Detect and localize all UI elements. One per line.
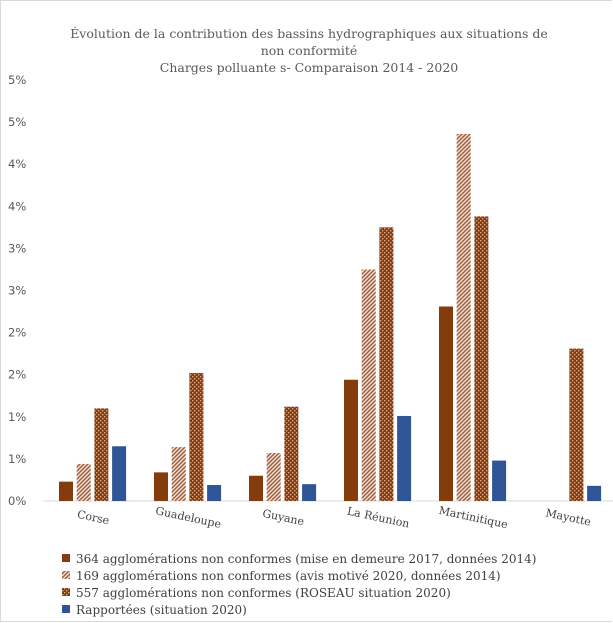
legend-label: 557 agglomérations non conformes (ROSEAU…: [76, 586, 451, 600]
x-tick-label: La Réunion: [346, 505, 411, 531]
bar-1-guyane: [249, 475, 263, 501]
legend: 364 agglomérations non conformes (mise e…: [62, 552, 536, 617]
bar-3-corse: [94, 408, 109, 501]
y-tick-label: 1%: [8, 410, 26, 424]
chart-title-line-2: non conformité: [261, 43, 358, 58]
bars: [59, 133, 602, 502]
x-tick-label: Mayotte: [544, 506, 592, 528]
y-tick-label: 1%: [8, 452, 26, 466]
bar-4-martinitique: [492, 460, 507, 501]
bar-3-martinitique: [474, 216, 489, 502]
chart-title-line-3: Charges polluante s- Comparaison 2014 - …: [160, 60, 459, 75]
legend-label: 169 agglomérations non conformes (avis m…: [76, 569, 501, 583]
bar-2-guadeloupe: [171, 447, 186, 501]
bar-4-la-r-union: [397, 415, 412, 501]
bar-2-la-r-union: [361, 269, 376, 501]
bar-3-mayotte: [569, 348, 584, 501]
bar-1-la-r-union: [344, 379, 358, 501]
bar-1-martinitique: [439, 306, 453, 501]
bar-4-corse: [112, 446, 127, 501]
y-tick-label: 5%: [8, 73, 26, 87]
y-tick-label: 2%: [8, 368, 26, 382]
bar-4-guadeloupe: [207, 485, 222, 501]
chart-title: Évolution de la contribution des bassins…: [70, 26, 548, 75]
bar-2-corse: [76, 463, 91, 501]
bar-1-corse: [59, 481, 73, 501]
bar-4-mayotte: [587, 485, 602, 501]
x-axis: Corse Guadeloupe Guyane La Réunion Martiniti…: [76, 504, 592, 531]
y-tick-label: 4%: [8, 157, 26, 171]
bar-3-guyane: [284, 406, 299, 501]
x-tick-label: Corse: [76, 508, 110, 527]
chart-title-line-1: Évolution de la contribution des bassins…: [70, 26, 548, 41]
legend-swatch: [62, 554, 70, 562]
bar-2-martinitique: [456, 133, 471, 501]
bar-4-guyane: [302, 484, 317, 501]
x-tick-label: Guadeloupe: [154, 504, 222, 531]
y-axis: 0% 1% 1% 2% 2% 3% 3% 4% 4% 5% 5%: [8, 73, 26, 508]
y-tick-label: 3%: [8, 241, 26, 255]
bar-3-la-r-union: [379, 227, 394, 501]
bar-2-guyane: [266, 453, 281, 501]
bar-3-guadeloupe: [189, 373, 204, 501]
legend-swatch: [62, 605, 70, 613]
y-tick-label: 2%: [8, 326, 26, 340]
y-tick-label: 5%: [8, 115, 26, 129]
y-tick-label: 0%: [8, 494, 26, 508]
x-tick-label: Guyane: [261, 507, 305, 529]
x-tick-label: Martinitique: [438, 504, 509, 531]
y-tick-label: 4%: [8, 199, 26, 213]
y-tick-label: 3%: [8, 284, 26, 298]
legend-label: Rapportées (situation 2020): [76, 603, 247, 617]
legend-swatch: [62, 588, 70, 596]
legend-label: 364 agglomérations non conformes (mise e…: [76, 552, 536, 566]
legend-swatch: [62, 571, 70, 579]
bar-1-guadeloupe: [154, 472, 168, 501]
